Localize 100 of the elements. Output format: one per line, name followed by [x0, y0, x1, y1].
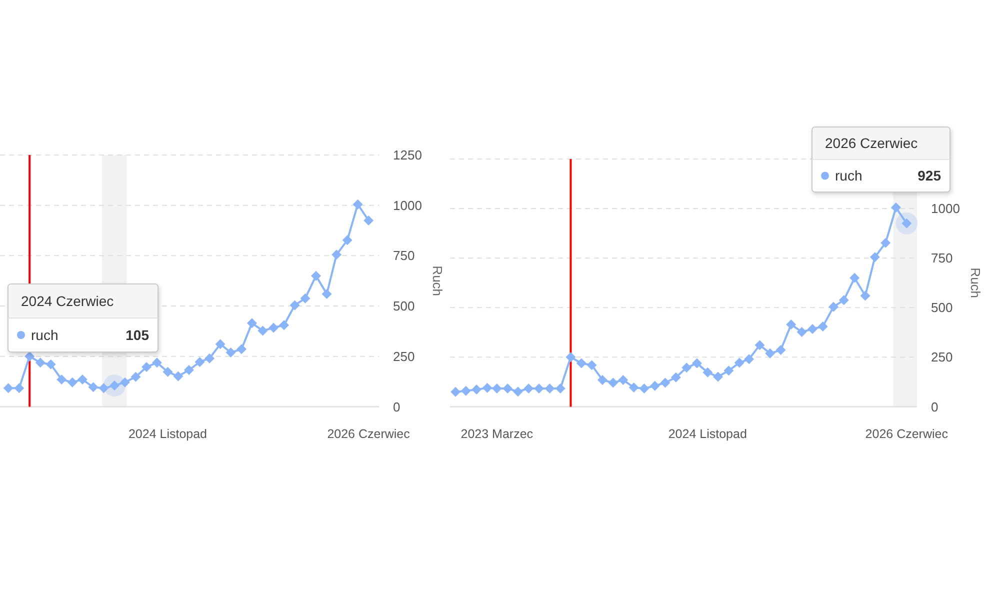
point [142, 362, 152, 372]
point [184, 365, 194, 376]
point [258, 326, 268, 336]
legend-label: ruch [835, 168, 862, 184]
point [14, 383, 24, 394]
point [702, 367, 713, 378]
point [870, 252, 880, 262]
y-tick-label: 250 [393, 348, 415, 364]
point [342, 235, 352, 246]
y-tick-label: 0 [931, 399, 938, 414]
point [786, 319, 796, 330]
point [3, 383, 14, 394]
point [628, 382, 639, 392]
point [194, 357, 205, 367]
point [534, 383, 544, 394]
point [639, 383, 650, 394]
point [502, 383, 513, 394]
point [332, 250, 342, 260]
y-tick-label: 1250 [393, 148, 422, 163]
point [828, 302, 839, 312]
x-tick-label: 2026 Czerwiec [327, 427, 410, 441]
point [215, 339, 226, 350]
x-tick-label: 2023 Marzec [460, 427, 534, 441]
point [692, 358, 702, 368]
point [744, 354, 754, 364]
x-tick-label: 2026 Czerwiec [865, 427, 948, 441]
point [754, 340, 765, 350]
point [807, 324, 818, 334]
point [492, 383, 502, 394]
point [660, 378, 670, 388]
y-tick-label: 500 [393, 298, 415, 314]
point [608, 378, 618, 388]
y-tick-label: 1000 [393, 198, 422, 213]
point [818, 321, 828, 332]
point [120, 377, 130, 388]
y-axis-title: Ruch [430, 266, 445, 296]
point [300, 293, 310, 304]
point [162, 366, 173, 377]
point [364, 215, 374, 226]
point [311, 270, 322, 281]
point [890, 202, 901, 213]
point [838, 295, 849, 306]
legend-label: ruch [31, 326, 58, 343]
y-tick-label: 1000 [931, 201, 960, 216]
point [544, 383, 555, 394]
point [765, 348, 776, 358]
point [597, 374, 608, 385]
x-tick-label: 2024 Listopad [668, 427, 747, 441]
point [576, 358, 586, 368]
point [46, 359, 56, 370]
point [322, 288, 332, 299]
text: 2026 Czerwiec [825, 135, 918, 152]
point [226, 348, 236, 358]
point [268, 322, 279, 333]
point [204, 353, 215, 364]
point [236, 344, 247, 354]
point [472, 384, 482, 394]
y-tick-label: 0 [393, 399, 400, 414]
point [618, 374, 628, 385]
point [850, 272, 860, 283]
point [586, 360, 597, 370]
point [880, 238, 891, 248]
point [173, 371, 184, 382]
point [278, 320, 289, 330]
point [130, 372, 141, 382]
point [450, 386, 461, 397]
point [352, 199, 363, 210]
point [860, 290, 870, 301]
point [460, 386, 471, 396]
point [88, 382, 98, 392]
point [524, 383, 534, 394]
data-label: 105 [126, 326, 150, 343]
point [152, 358, 162, 368]
point [77, 374, 88, 385]
point [67, 377, 78, 388]
point [482, 382, 492, 393]
point [734, 358, 744, 368]
point [650, 380, 660, 391]
point [512, 386, 523, 397]
point [566, 352, 576, 362]
point [796, 326, 807, 337]
x-tick-label: 2024 Listopad [128, 427, 208, 441]
point [290, 300, 300, 310]
point [724, 366, 734, 376]
point [24, 351, 35, 362]
y-axis-title: Ruch [968, 268, 983, 298]
point [712, 372, 723, 382]
point [776, 345, 786, 356]
point [56, 374, 67, 385]
point [98, 383, 109, 394]
annotation: 2024 Czerwiec [21, 292, 114, 309]
point [246, 318, 257, 328]
point [682, 362, 692, 373]
y-tick-label: 500 [931, 300, 953, 316]
point [555, 383, 566, 394]
y-tick-label: 750 [931, 250, 953, 266]
y-tick-label: 750 [393, 248, 415, 264]
point [35, 358, 46, 368]
y-tick-label: 250 [931, 350, 953, 365]
point [670, 372, 681, 382]
